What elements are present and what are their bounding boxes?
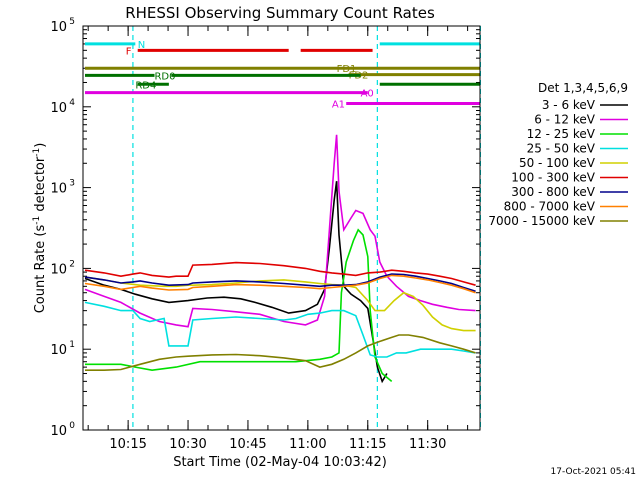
x-tick-label: 11:30 xyxy=(409,437,446,452)
y-tick-label-exponent: 1 xyxy=(69,340,75,350)
y-tick-label: 10 xyxy=(50,424,67,439)
series-line xyxy=(84,134,476,328)
flag-label: A1 xyxy=(332,99,345,110)
y-tick-label-exponent: 5 xyxy=(69,17,75,27)
y-tick-label: 10 xyxy=(50,101,67,116)
x-tick-label: 11:15 xyxy=(349,437,386,452)
legend-label: 3 - 6 keV xyxy=(542,98,596,112)
legend-label: 50 - 100 keV xyxy=(519,156,596,170)
y-tick-label-exponent: 4 xyxy=(69,98,75,108)
y-tick-label: 10 xyxy=(50,182,67,197)
legend-label: 7000 - 15000 keV xyxy=(488,214,595,228)
chart-title: RHESSI Observing Summary Count Rates xyxy=(125,4,435,22)
y-tick-label-exponent: 2 xyxy=(69,259,75,269)
series-line xyxy=(84,273,476,293)
x-tick-label: 10:15 xyxy=(109,437,146,452)
y-tick-label-exponent: 0 xyxy=(69,421,75,431)
y-tick-label: 10 xyxy=(50,20,67,35)
series-line xyxy=(84,181,388,384)
series-line xyxy=(84,261,476,286)
flag-label: RD4 xyxy=(135,80,156,91)
x-tick-label: 10:30 xyxy=(169,437,206,452)
series-line xyxy=(85,334,476,372)
timestamp: 17-Oct-2021 05:41 xyxy=(551,467,636,477)
legend-label: 12 - 25 keV xyxy=(527,127,596,141)
legend-label: 300 - 800 keV xyxy=(511,185,595,199)
legend-label: 800 - 7000 keV xyxy=(504,200,596,214)
y-tick-label-exponent: 3 xyxy=(69,179,75,189)
legend-title: Det 1,3,4,5,6,9 xyxy=(538,81,628,95)
legend-label: 25 - 50 keV xyxy=(527,142,596,156)
x-tick-label: 10:45 xyxy=(229,437,266,452)
x-axis-label: Start Time (02-May-04 10:03:42) xyxy=(173,455,387,470)
plot-frame xyxy=(82,25,481,431)
legend-label: 100 - 300 keV xyxy=(511,171,595,185)
y-axis-label: Count Rate (s-1 detector-1) xyxy=(32,143,48,314)
y-tick-label: 10 xyxy=(50,343,67,358)
y-tick-label: 10 xyxy=(50,262,67,277)
series-line xyxy=(84,276,476,332)
flag-label: A0 xyxy=(361,89,374,100)
flag-label: F xyxy=(126,46,132,57)
series-line xyxy=(84,301,476,358)
flag-label: FD1 xyxy=(337,64,357,75)
series-line xyxy=(85,228,393,383)
legend-label: 6 - 12 keV xyxy=(534,113,596,127)
x-tick-label: 11:00 xyxy=(289,437,326,452)
series-line xyxy=(84,274,476,294)
flag-label: N xyxy=(138,40,145,51)
flag-label: RD0 xyxy=(154,71,175,82)
